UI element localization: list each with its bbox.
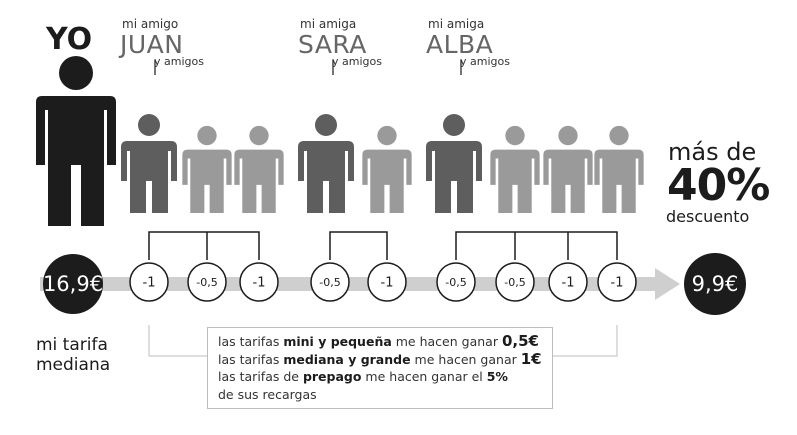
my-tariff-label-line-1: mi tarifa — [36, 335, 108, 355]
discount-value: -1 — [143, 276, 156, 291]
friend-figure — [426, 114, 482, 213]
discount-value: -1 — [611, 276, 624, 291]
promo-line-3: descuento — [666, 207, 750, 226]
me-label: YO — [46, 22, 93, 57]
discount-value: -0,5 — [196, 276, 217, 289]
me-figure — [36, 56, 116, 226]
my-tariff-label: mi tarifa mediana — [36, 335, 110, 375]
group-brackets — [148, 231, 618, 260]
discount-value: -0,5 — [504, 276, 525, 289]
discount-circle: -1 — [129, 262, 169, 302]
friend-1-name: JUAN — [120, 30, 184, 59]
friend-1-suffix: y amigos — [154, 55, 204, 68]
discount-value: -0,5 — [319, 276, 340, 289]
friend-figure — [298, 114, 354, 213]
friend-3-name: ALBA — [426, 30, 494, 59]
discount-value: -1 — [381, 276, 394, 291]
contact-figure — [594, 125, 644, 213]
discount-circle: -1 — [239, 262, 279, 302]
contact-figure — [490, 125, 540, 213]
promo-percentage: 40% — [667, 160, 770, 211]
contact-figure — [182, 125, 232, 213]
discount-circle: -1 — [597, 262, 637, 302]
discount-circle: -1 — [367, 262, 407, 302]
my-tariff-label-line-2: mediana — [36, 355, 111, 375]
final-price-circle: 9,9€ — [684, 253, 746, 315]
discount-circle: -1 — [548, 262, 588, 302]
discount-value: -1 — [253, 276, 266, 291]
friend-1-prefix: mi amigo — [122, 17, 179, 31]
friend-2-name: SARA — [298, 30, 367, 59]
info-line-4: de sus recargas — [218, 386, 317, 402]
discount-circle: -0,5 — [187, 262, 227, 302]
discount-value: -1 — [562, 276, 575, 291]
contact-figure — [362, 125, 412, 213]
friend-2-suffix: y amigos — [332, 55, 382, 68]
discount-value: -0,5 — [445, 276, 466, 289]
contact-figure — [234, 125, 284, 213]
info-line-1: las tarifas mini y pequeña me hacen gana… — [218, 332, 539, 350]
info-connector — [148, 325, 618, 357]
friend-3-prefix: mi amiga — [428, 17, 485, 31]
friend-2-prefix: mi amiga — [300, 17, 357, 31]
friend-figure — [121, 114, 177, 213]
info-line-2: las tarifas mediana y grande me hacen ga… — [218, 349, 542, 368]
promo-line-1: más de — [668, 138, 757, 166]
discount-circle: -0,5 — [436, 262, 476, 302]
discount-circle: -0,5 — [495, 262, 535, 302]
friend-3-suffix: y amigos — [460, 55, 510, 68]
my-tariff-value: 16,9€ — [43, 272, 103, 296]
discount-circle: -0,5 — [310, 262, 350, 302]
final-price-value: 9,9€ — [692, 272, 739, 296]
info-line-3: las tarifas de prepago me hacen ganar el… — [218, 369, 508, 384]
contact-figure — [543, 125, 593, 213]
earnings-info-box: las tarifas mini y pequeña me hacen gana… — [207, 327, 553, 409]
my-tariff-circle: 16,9€ — [43, 254, 103, 314]
